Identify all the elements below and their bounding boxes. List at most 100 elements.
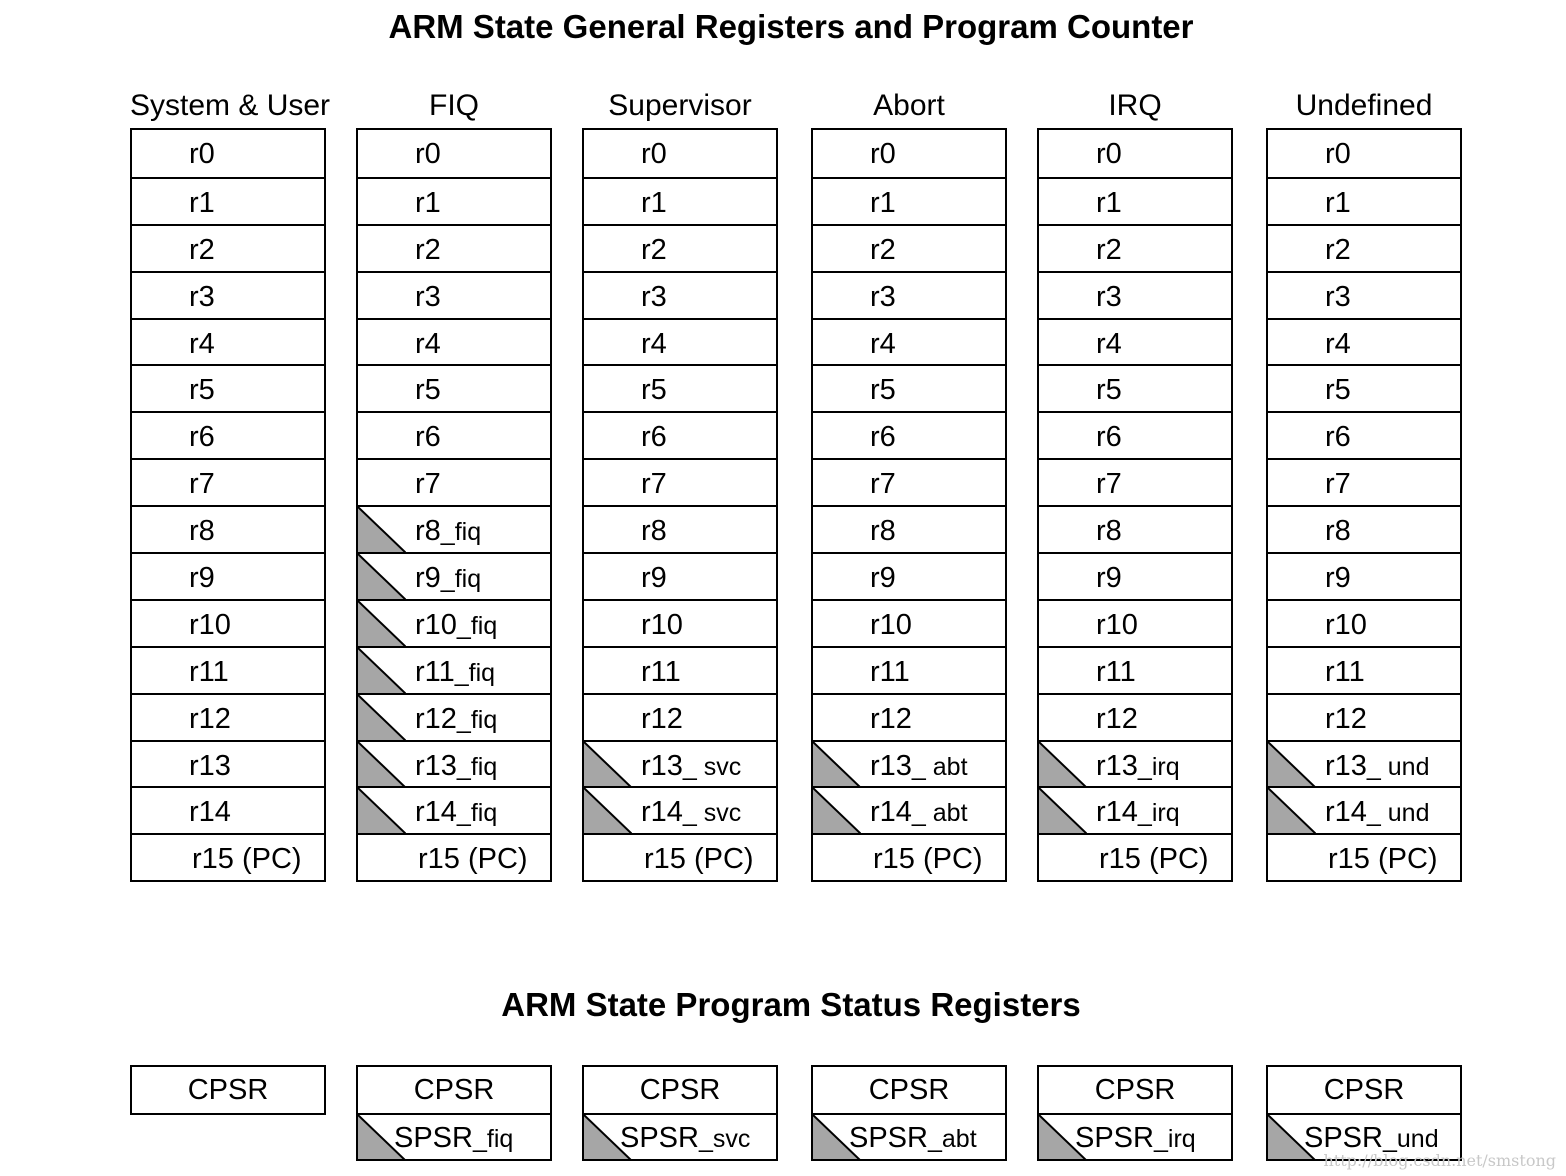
register-base-name: r3 (641, 280, 667, 313)
psr-base-name: SPSR (394, 1122, 473, 1154)
register-base-name: r4 (1325, 327, 1351, 360)
register-cell: r14_irq (1039, 786, 1231, 834)
register-base-name: r10 (1096, 608, 1138, 641)
mode-column-irq: IRQ r0 r1 r2 r3 r4 r5 r6 r7 r8 r9 r10 r11 r12 r13_irq r… (1037, 88, 1233, 883)
register-cell: r13 (132, 739, 324, 787)
register-base-name: r1 (870, 186, 896, 219)
register-label: r14_ svc (641, 795, 741, 830)
banked-register-mark (584, 1115, 632, 1159)
register-label: r10 (1096, 608, 1138, 642)
register-cell: r3 (1268, 270, 1460, 318)
register-mode-suffix: _fiq (456, 799, 498, 828)
register-cell: r3 (813, 270, 1005, 318)
register-label: r5 (189, 373, 215, 407)
register-label: r15 (PC) (873, 842, 983, 876)
spsr-cell: SPSR_svc (584, 1113, 776, 1159)
register-label: r7 (415, 467, 441, 501)
register-cell: r6 (358, 411, 550, 458)
register-base-name: r13 (1096, 749, 1138, 782)
register-label: r10_fiq (415, 608, 497, 643)
register-cell: r6 (132, 411, 324, 458)
register-cell: r1 (813, 176, 1005, 224)
register-base-name: r8 (189, 515, 215, 548)
register-cell: r11 (1268, 645, 1460, 693)
register-label: r1 (1325, 186, 1351, 220)
psr-base-name: SPSR (1304, 1122, 1383, 1154)
register-base-name: r9 (415, 562, 441, 595)
register-label: r1 (1096, 186, 1122, 220)
register-label: r9 (189, 561, 215, 595)
register-cell: r13_ abt (813, 739, 1005, 787)
register-mode-suffix: _fiq (456, 705, 498, 734)
register-base-name: r2 (1325, 233, 1351, 266)
register-label: r9 (1096, 561, 1122, 595)
register-cell: r5 (1268, 364, 1460, 411)
register-base-name: r8 (1096, 515, 1122, 548)
register-mode-suffix: _ abt (911, 799, 968, 828)
register-label: r4 (415, 327, 441, 361)
register-cell: r2 (813, 223, 1005, 271)
register-label: r14_ und (1325, 795, 1429, 830)
register-label: r0 (1325, 137, 1351, 171)
register-base-name: r2 (1096, 233, 1122, 266)
register-label: r11 (870, 655, 910, 689)
register-cell-pc: r15 (PC) (1039, 833, 1231, 880)
register-cell: r2 (132, 223, 324, 271)
register-base-name: r1 (641, 186, 667, 219)
banked-register-mark (358, 647, 406, 693)
banked-register-mark (358, 694, 406, 740)
register-cell: r13_ svc (584, 739, 776, 787)
register-mode-suffix: _ svc (682, 799, 742, 828)
register-cell: r0 (1268, 130, 1460, 177)
register-label: r6 (415, 420, 441, 454)
register-base-name: r15 (PC) (644, 843, 754, 876)
register-base-name: r14 (1325, 796, 1367, 829)
banked-register-mark (584, 741, 632, 787)
register-cell: r2 (1039, 223, 1231, 271)
register-base-name: r14 (870, 796, 912, 829)
psr-stack: CPSR SPSR_svc (582, 1065, 778, 1161)
psr-label: CPSR (1094, 1074, 1176, 1106)
register-base-name: r1 (415, 186, 441, 219)
register-cell: r14_ abt (813, 786, 1005, 834)
register-label: r15 (PC) (1099, 842, 1209, 876)
register-base-name: r12 (189, 702, 231, 735)
cpsr-cell: CPSR (132, 1067, 324, 1113)
mode-name: IRQ (1108, 89, 1162, 122)
register-cell: r14_fiq (358, 786, 550, 834)
register-cell-pc: r15 (PC) (1268, 833, 1460, 880)
register-label: r1 (641, 186, 667, 220)
register-base-name: r0 (1325, 138, 1351, 170)
register-label: r11 (641, 655, 681, 689)
register-base-name: r12 (415, 702, 457, 735)
register-base-name: r5 (1325, 374, 1351, 407)
register-label: r13 (189, 749, 231, 783)
register-base-name: r6 (189, 421, 215, 454)
register-base-name: r15 (PC) (873, 843, 983, 876)
register-cell: r0 (584, 130, 776, 177)
register-base-name: r15 (PC) (1328, 843, 1438, 876)
register-base-name: r9 (189, 562, 215, 595)
register-label: r14 (189, 795, 231, 829)
register-cell: r5 (584, 364, 776, 411)
register-base-name: r10 (1325, 608, 1367, 641)
register-cell: r10 (813, 598, 1005, 646)
register-base-name: r15 (PC) (192, 843, 302, 876)
register-base-name: r10 (870, 608, 912, 641)
banked-register-mark (1268, 1115, 1316, 1159)
mode-name: Supervisor (608, 89, 752, 122)
register-base-name: r14 (189, 796, 231, 829)
banked-register-mark (813, 788, 861, 834)
register-cell: r3 (584, 270, 776, 318)
register-label: r2 (415, 233, 441, 267)
register-label: r6 (1096, 420, 1122, 454)
register-label: r2 (641, 233, 667, 267)
register-cell: r13_ und (1268, 739, 1460, 787)
register-cell: r3 (1039, 270, 1231, 318)
register-label: r13_fiq (415, 749, 497, 784)
psr-label: SPSR_svc (620, 1121, 750, 1156)
register-base-name: r8 (870, 515, 896, 548)
psr-column-fiq: CPSR SPSR_fiq (356, 1065, 552, 1161)
register-mode-suffix: _irq (1137, 752, 1180, 781)
register-cell: r7 (584, 458, 776, 505)
